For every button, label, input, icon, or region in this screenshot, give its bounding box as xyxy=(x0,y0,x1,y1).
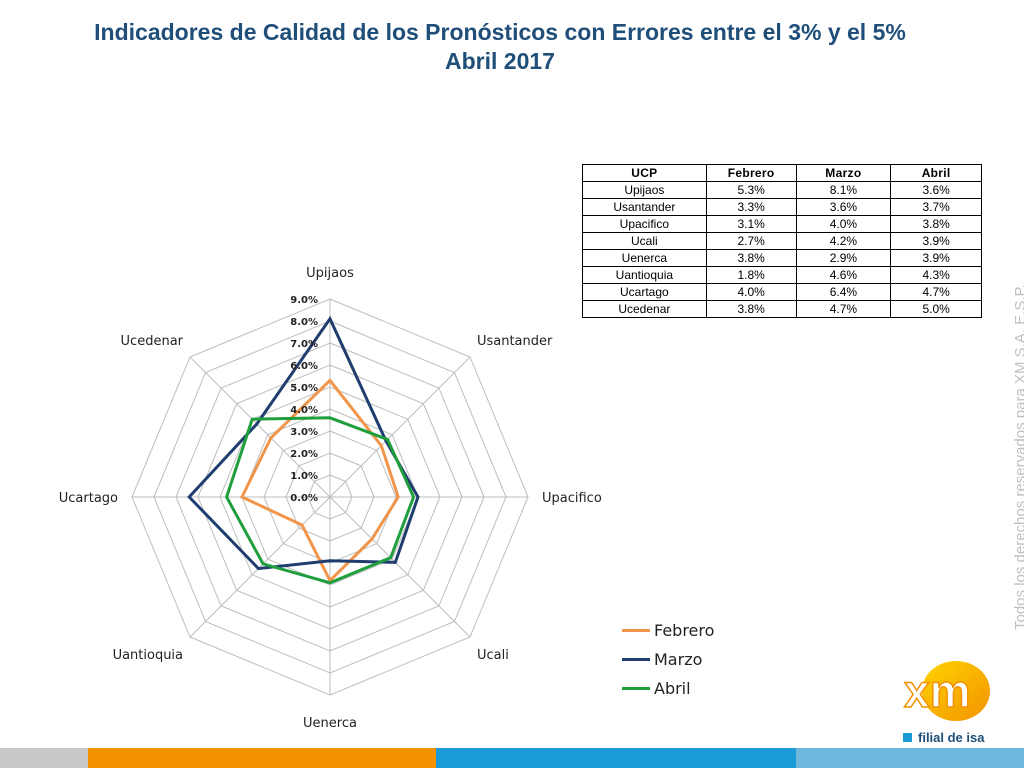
table-row: Ucedenar 3.8% 4.7% 5.0% xyxy=(582,300,982,318)
legend-label: Abril xyxy=(654,679,691,698)
table-row: Upijaos 5.3% 8.1% 3.6% xyxy=(582,181,982,199)
grid-spoke xyxy=(329,496,471,638)
footer-segment-lightblue xyxy=(796,748,1024,768)
series-line-febrero xyxy=(239,378,400,584)
table-cell: 3.8% xyxy=(705,300,797,318)
legend-swatch xyxy=(622,629,650,632)
tick-label: 8.0% xyxy=(290,317,318,328)
legend-item-febrero: Febrero xyxy=(622,616,714,645)
legend-swatch xyxy=(622,687,650,690)
legend-item-abril: Abril xyxy=(622,674,714,703)
footer-segment-blue xyxy=(436,748,796,768)
copyright-watermark: Todos los derechos reservados para XM S.… xyxy=(1012,284,1024,630)
table-header-row: UCP Febrero Marzo Abril xyxy=(582,164,982,182)
table-header-1: Febrero xyxy=(705,164,797,182)
logo-text: xm xyxy=(904,665,970,717)
table-cell: 4.7% xyxy=(795,300,892,318)
table-cell: Usantander xyxy=(582,198,707,216)
category-label: Uantioquia xyxy=(113,648,183,663)
category-label: Upacifico xyxy=(542,491,602,506)
series-line-abril xyxy=(224,416,416,585)
error-table: UCP Febrero Marzo Abril Upijaos 5.3% 8.1% 3.6%… xyxy=(582,164,982,318)
tick-label: 0.0% xyxy=(290,493,318,504)
xm-logo: xm xyxy=(903,661,990,721)
title-line-1: Indicadores de Calidad de los Pronóstico… xyxy=(94,19,906,45)
grid-spoke xyxy=(329,356,471,498)
tick-label: 1.0% xyxy=(290,471,318,482)
tick-label: 3.0% xyxy=(290,427,318,438)
tick-label: 6.0% xyxy=(290,361,318,372)
tick-label: 9.0% xyxy=(290,295,318,306)
legend-item-marzo: Marzo xyxy=(622,645,714,674)
footer-bar xyxy=(0,748,1024,768)
logo-tagline-text: filial de isa xyxy=(918,730,985,745)
logo-tagline: filial de isa xyxy=(903,730,984,745)
table-row: Ucali 2.7% 4.2% 3.9% xyxy=(582,232,982,250)
table-row: Usantander 3.3% 3.6% 3.7% xyxy=(582,198,982,216)
category-label: Ucedenar xyxy=(121,334,184,349)
logo-square-icon xyxy=(903,733,912,742)
tick-label: 4.0% xyxy=(290,405,318,416)
chart-legend: Febrero Marzo Abril xyxy=(622,616,714,703)
tick-label: 2.0% xyxy=(290,449,318,460)
logo-circle xyxy=(922,661,990,721)
table-header-3: Abril xyxy=(890,164,982,182)
tick-label: 5.0% xyxy=(290,383,318,394)
title-line-2: Abril 2017 xyxy=(445,48,555,74)
table-cell: 5.0% xyxy=(890,300,982,318)
table-cell: Upacifico xyxy=(582,215,707,233)
category-label: Uenerca xyxy=(303,716,357,731)
table-cell: 3.3% xyxy=(705,198,797,216)
category-label: Upijaos xyxy=(306,266,354,281)
footer-segment-gray xyxy=(0,748,88,768)
grid-spoke xyxy=(189,356,331,498)
table-cell: 3.1% xyxy=(705,215,797,233)
footer-segment-orange xyxy=(88,748,436,768)
category-label: Ucali xyxy=(477,648,509,663)
table-cell: 3.8% xyxy=(705,249,797,267)
category-label: Ucartago xyxy=(59,491,118,506)
page-title: Indicadores de Calidad de los Pronóstico… xyxy=(0,18,1000,76)
table-body: Upijaos 5.3% 8.1% 3.6% Usantander 3.3% 3.6% 3.7… xyxy=(582,181,982,318)
legend-label: Marzo xyxy=(654,650,703,669)
legend-swatch xyxy=(622,658,650,661)
table-cell: Ucedenar xyxy=(582,300,707,318)
category-label: Usantander xyxy=(477,334,553,349)
tick-label: 7.0% xyxy=(290,339,318,350)
table-cell: Uantioquia xyxy=(582,266,707,284)
table-cell: 3.9% xyxy=(890,249,982,267)
legend-label: Febrero xyxy=(654,621,715,640)
